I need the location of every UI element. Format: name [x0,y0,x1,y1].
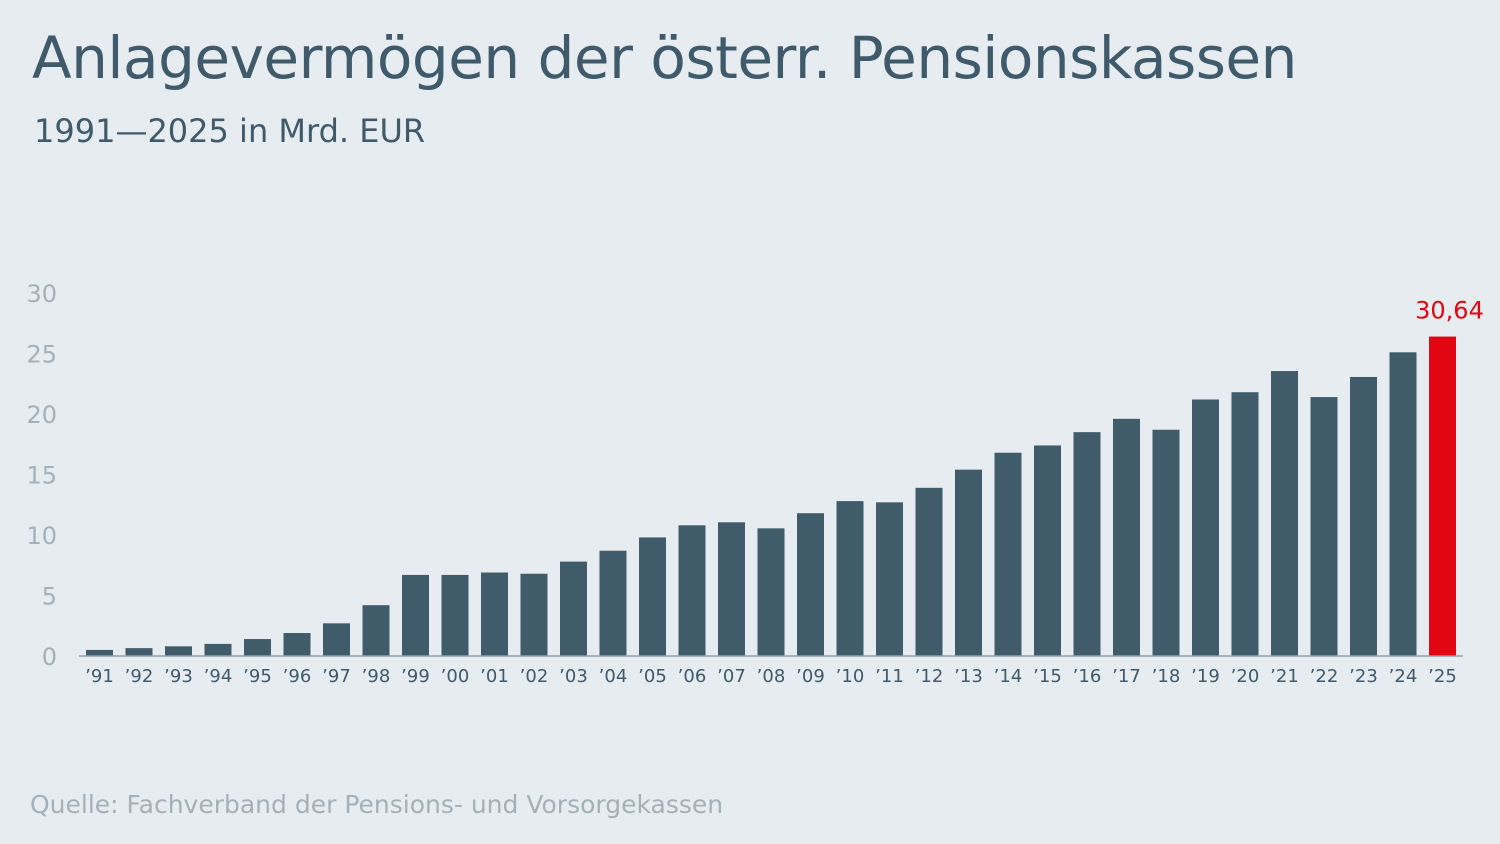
x-tick-label: ’08 [757,666,786,687]
x-tick-label: ’11 [875,666,904,687]
bar [560,561,587,656]
x-tick-label: ’97 [322,666,351,687]
x-axis-ticks: ’91 ’92 ’93 ’94 ’95 ’96 ’97 ’98 ’99 ’00 ’01 ’02 ’03 ’… [85,666,1457,687]
x-tick-label: ’13 [954,666,983,687]
bar [797,513,824,656]
chart-title: Anlagevermögen der österr. Pensionskasse… [32,24,1297,92]
y-tick-label: 10 [26,522,57,550]
bar [481,572,508,656]
x-tick-label: ’15 [1033,666,1062,687]
x-tick-label: ’02 [520,666,549,687]
x-tick-label: ’92 [125,666,154,687]
x-tick-label: ’93 [164,666,193,687]
bar [441,574,469,656]
bar [244,639,271,656]
bar [1073,432,1101,656]
bar [1310,397,1338,656]
x-tick-label: ’25 [1428,666,1457,687]
x-tick-label: ’99 [401,666,430,687]
y-tick-label: 15 [26,462,57,490]
x-tick-label: ’01 [480,666,509,687]
x-tick-label: ’03 [559,666,588,687]
y-tick-label: 0 [42,643,57,671]
x-tick-label: ’09 [796,666,825,687]
x-tick-label: ’16 [1073,666,1102,687]
x-tick-label: ’23 [1349,666,1378,687]
bar [836,501,864,656]
bar [599,550,627,656]
chart-subtitle: 1991—2025 in Mrd. EUR [34,112,426,150]
bar [1389,352,1417,656]
bar [1152,429,1180,656]
bar [1231,392,1259,656]
bar [757,528,785,656]
x-tick-label: ’12 [915,666,944,687]
x-tick-label: ’19 [1191,666,1220,687]
y-tick-label: 25 [26,341,57,369]
bar [86,649,113,656]
x-tick-label: ’98 [362,666,391,687]
x-tick-label: ’00 [441,666,470,687]
bar [1192,399,1219,656]
bar [1034,445,1061,656]
bar [955,469,982,656]
bar [323,623,350,656]
bar [718,522,745,656]
bar [362,605,390,656]
x-tick-label: ’06 [678,666,707,687]
bar [165,646,192,656]
bar [204,643,232,656]
x-tick-label: ’05 [638,666,667,687]
bar [876,502,903,656]
bar [678,525,706,656]
x-tick-label: ’95 [243,666,272,687]
bar [283,633,311,656]
bars [86,336,1456,656]
data-labels: 30,64 [1415,297,1484,325]
y-tick-label: 30 [26,280,57,308]
y-axis-ticks: 0 5 10 15 20 25 30 [26,280,57,671]
x-tick-label: ’17 [1112,666,1141,687]
x-tick-label: ’07 [717,666,746,687]
bar [915,487,943,656]
y-tick-label: 5 [42,583,57,611]
bar [1271,371,1298,656]
y-tick-label: 20 [26,401,57,429]
x-tick-label: ’10 [836,666,865,687]
x-tick-label: ’20 [1231,666,1260,687]
source-note: Quelle: Fachverband der Pensions- und Vo… [30,790,724,819]
x-tick-label: ’96 [283,666,312,687]
bar [520,573,548,656]
bar [994,452,1022,656]
x-tick-label: ’94 [204,666,233,687]
x-tick-label: ’21 [1270,666,1299,687]
bar [639,537,666,656]
bar [125,648,153,656]
bar [1113,418,1140,656]
x-tick-label: ’24 [1389,666,1418,687]
data-label: 30,64 [1415,297,1484,325]
x-tick-label: ’04 [599,666,628,687]
x-tick-label: ’14 [994,666,1023,687]
x-tick-label: ’22 [1310,666,1339,687]
x-tick-label: ’91 [85,666,114,687]
bar [402,574,429,656]
x-tick-label: ’18 [1152,666,1181,687]
bar-highlight [1429,336,1456,656]
bar [1350,376,1377,656]
